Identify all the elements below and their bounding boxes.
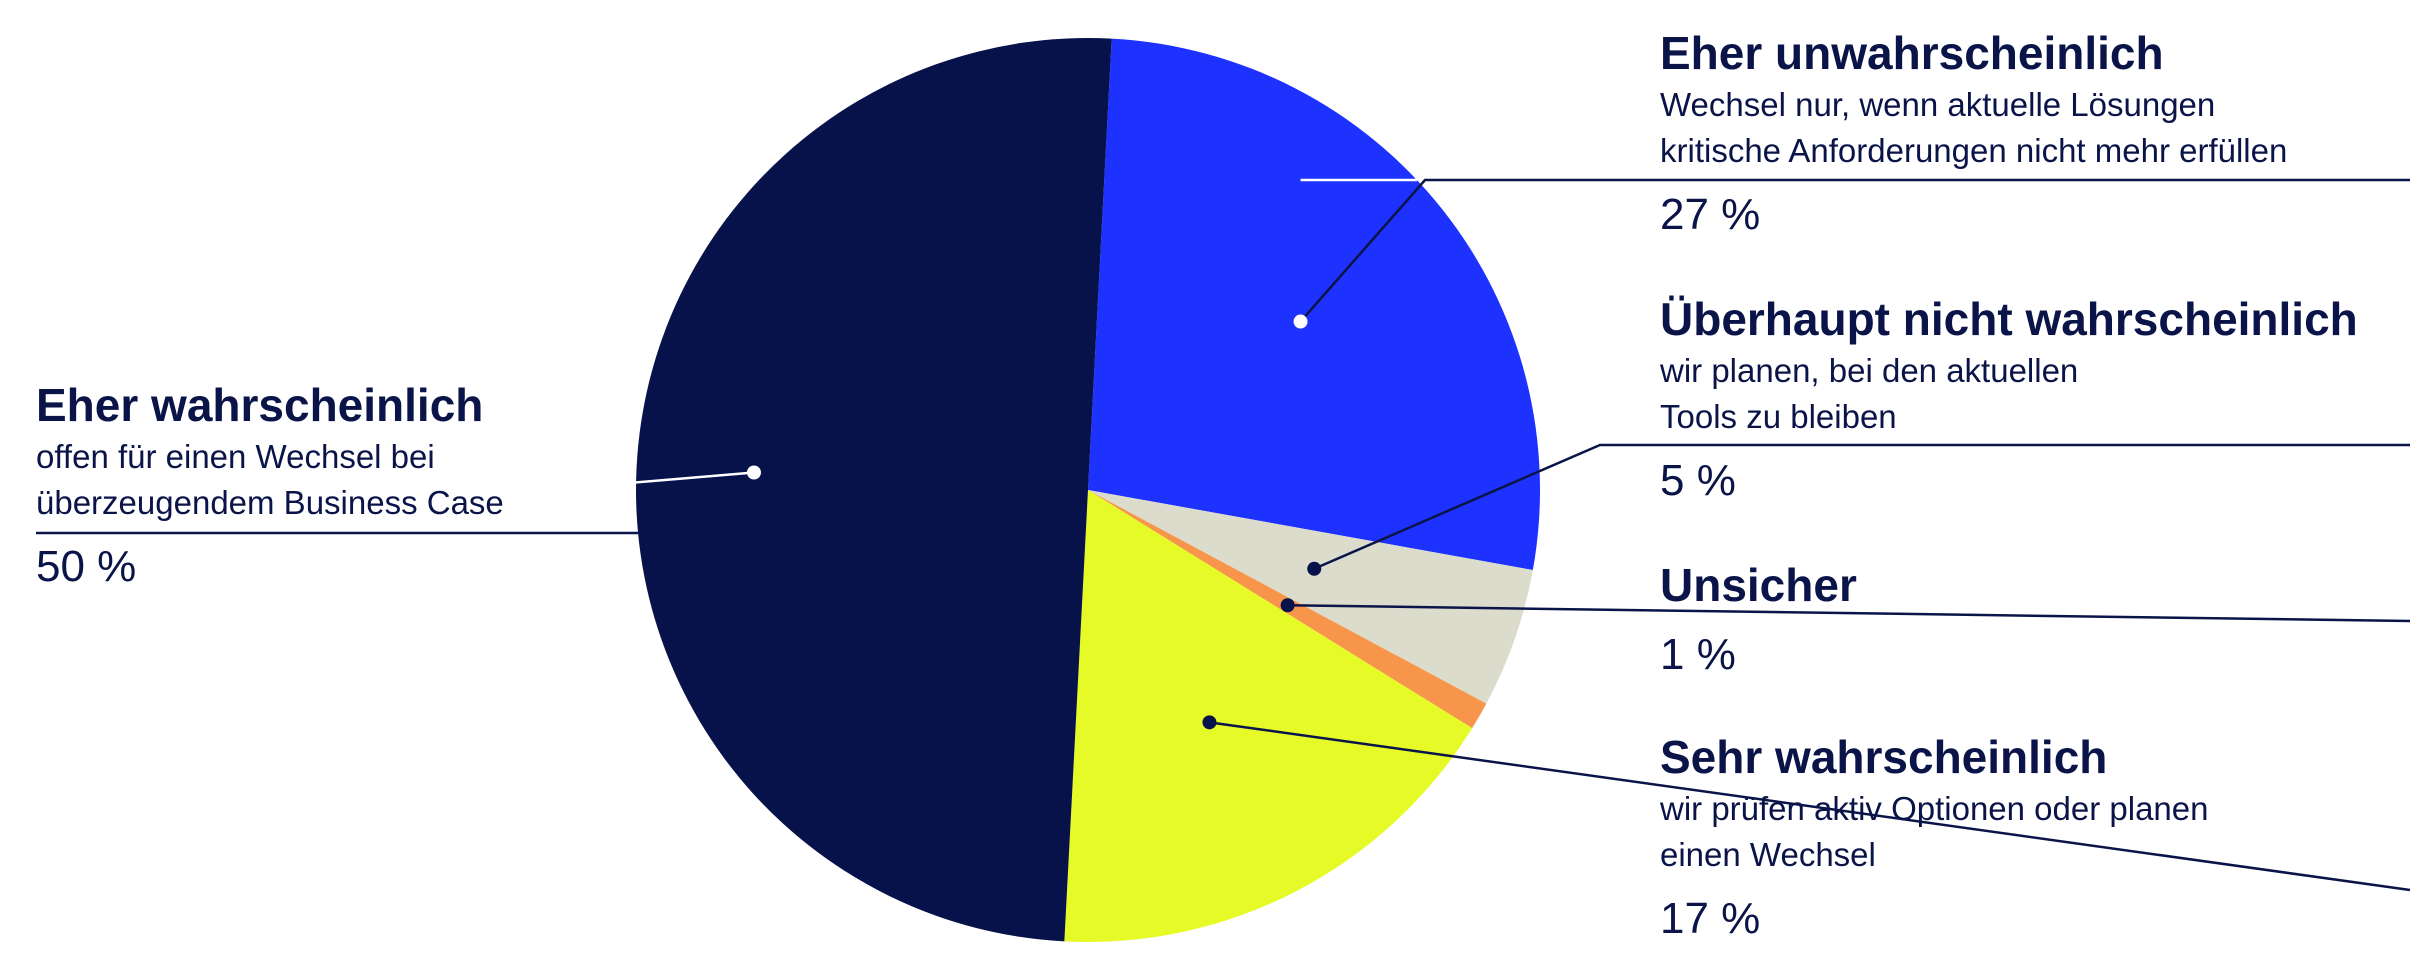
slice-description-line: wir prüfen aktiv Optionen oder planen <box>1660 790 2209 827</box>
slice-title: Eher unwahrscheinlich <box>1660 27 2164 79</box>
slice-description-line: Wechsel nur, wenn aktuelle Lösungen <box>1660 86 2216 123</box>
label-eher-unwahrscheinlich: Eher unwahrscheinlich Wechsel nur, wenn … <box>1660 24 2287 242</box>
pie-slice-ueberhaupt-nicht-wahrscheinlich <box>1088 490 1533 704</box>
leader-line-sehr-wahrscheinlich <box>1209 721 2411 892</box>
leader-dot-sehr-wahrscheinlich <box>1202 715 1217 730</box>
slice-description-line: kritische Anforderungen nicht mehr erfül… <box>1660 132 2288 169</box>
leader-dot-unsicher <box>1280 598 1295 613</box>
pie-slice-sehr-wahrscheinlich <box>1064 490 1473 942</box>
slice-description-line: überzeugendem Business Case <box>36 484 504 521</box>
slice-title: Sehr wahrscheinlich <box>1660 731 2108 783</box>
leader-line-unsicher <box>1287 604 2411 623</box>
label-eher-wahrscheinlich: Eher wahrscheinlich offen für einen Wech… <box>36 376 504 594</box>
leader-dot-eher-wahrscheinlich <box>746 465 761 480</box>
label-sehr-wahrscheinlich: Sehr wahrscheinlich wir prüfen aktiv Opt… <box>1660 728 2209 946</box>
label-unsicher: Unsicher 1 % <box>1660 556 1857 682</box>
slice-title: Unsicher <box>1660 559 1857 611</box>
leader-dot-eher-unwahrscheinlich <box>1293 314 1308 329</box>
leader-dot-ueberhaupt-nicht-wahrscheinlich <box>1307 561 1322 576</box>
leader-line-eher-wahrscheinlich <box>35 471 755 535</box>
slice-percent: 1 % <box>1660 630 1736 679</box>
slice-description-line: einen Wechsel <box>1660 836 1876 873</box>
slice-description-line: wir planen, bei den aktuellen <box>1660 352 2079 389</box>
slice-title: Eher wahrscheinlich <box>36 379 484 431</box>
slice-title: Überhaupt nicht wahrscheinlich <box>1660 293 2358 345</box>
pie-slices <box>635 38 1541 942</box>
slice-percent: 5 % <box>1660 456 1736 505</box>
pie-slice-eher-unwahrscheinlich <box>1088 38 1541 571</box>
slice-percent: 17 % <box>1660 894 1761 943</box>
slice-description-line: Tools zu bleiben <box>1660 398 1897 435</box>
slice-percent: 27 % <box>1660 190 1761 239</box>
label-ueberhaupt-nicht-wahrscheinlich: Überhaupt nicht wahrscheinlich wir plane… <box>1660 290 2358 508</box>
leader-line-ueberhaupt-nicht-wahrscheinlich <box>1313 443 2410 570</box>
slice-description-line: offen für einen Wechsel bei <box>36 438 435 475</box>
slice-percent: 50 % <box>36 542 137 591</box>
pie-slice-eher-wahrscheinlich <box>635 38 1112 942</box>
leader-lines <box>35 178 2411 892</box>
leader-line-eher-unwahrscheinlich <box>1299 178 2410 323</box>
